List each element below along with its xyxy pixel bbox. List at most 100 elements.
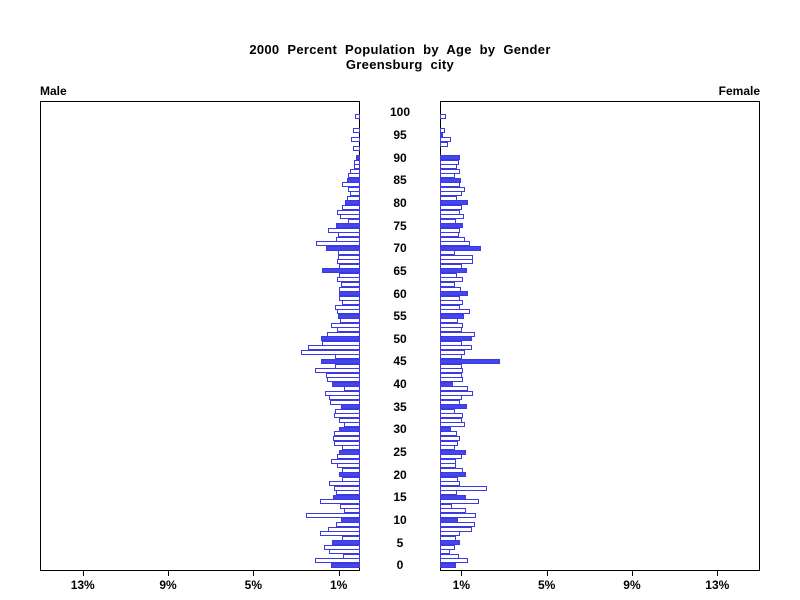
female-bar-age-43 [440,368,463,373]
female-bar-age-99 [440,114,446,120]
male-bar-age-9 [336,522,360,527]
male-bar-age-11 [306,513,360,518]
male-bar-age-22 [337,463,360,469]
female-bar-age-28 [440,436,460,441]
male-bar-age-7 [320,531,360,537]
chart-subtitle: Greensburg city [345,57,455,72]
chart-title: 2000 Percent Population by Age by Gender [249,42,551,57]
male-bar-age-17 [334,485,360,491]
age-tick-label: 20 [393,467,407,482]
female-bar-age-23 [440,458,456,464]
female-bar-age-2 [440,553,459,559]
female-bar-age-1 [440,558,468,564]
female-bar-age-87 [440,168,460,174]
age-tick-label: 100 [389,105,411,120]
female-bar-age-80 [440,200,468,206]
male-bar-age-73 [338,232,360,238]
female-bar-age-93 [440,141,448,147]
female-bar-age-37 [440,395,462,401]
male-bar-age-92 [353,146,360,151]
female-bar-age-81 [440,195,457,201]
female-bar-age-34 [440,408,455,414]
male-bar-age-87 [350,168,360,174]
female-bar-age-49 [440,340,462,346]
female-bar-age-61 [440,286,461,292]
female-bar-age-32 [440,417,462,423]
female-bar-age-54 [440,318,458,324]
female-bar-age-47 [440,349,465,355]
male-bar-age-29 [334,431,360,437]
female-bar-age-71 [440,241,470,247]
age-tick-label: 65 [393,263,407,278]
female-bar-age-29 [440,431,457,437]
male-bar-age-18 [329,481,360,487]
female-bar-age-21 [440,467,463,473]
age-tick-label: 95 [393,127,407,142]
male-bar-age-27 [334,440,360,446]
male-bar-age-99 [355,114,360,120]
male-bar-age-83 [348,186,360,192]
female-bar-age-38 [440,390,473,396]
male-bar-age-69 [338,250,360,256]
age-tick-label: 10 [393,513,407,527]
male-axis-tick-label: 5% [244,578,263,592]
female-bar-age-63 [440,277,463,283]
female-bar-age-59 [440,295,460,301]
age-tick-label: 60 [393,286,407,301]
female-axis-tick-label: 13% [705,578,730,592]
male-bar-age-30 [339,426,360,432]
female-bar-age-22 [440,463,456,469]
age-tick-label: 15 [393,490,407,505]
male-bar-age-31 [344,422,360,428]
male-bar-age-64 [339,272,360,278]
age-tick-label: 40 [393,377,407,392]
male-bar-age-36 [330,399,360,405]
female-bar-age-89 [440,159,459,165]
male-bar-age-41 [327,377,360,383]
age-tick-label: 25 [393,445,407,460]
female-bar-age-12 [440,508,466,514]
female-bar-age-11 [440,513,476,518]
male-bar-age-77 [340,214,360,219]
male-bar-age-78 [337,209,360,215]
age-tick-label: 85 [393,173,407,188]
male-bar-age-45 [321,358,360,364]
female-bar-age-53 [440,322,463,328]
male-bar-age-19 [342,476,360,482]
male-bar-age-96 [353,127,360,133]
female-bar-age-90 [440,155,460,161]
male-bar-age-56 [337,309,360,315]
female-bar-age-13 [440,503,452,509]
female-axis-tick-label: 5% [537,578,556,592]
female-bar-age-40 [440,381,453,387]
age-tick-label: 90 [393,150,407,165]
female-bar-age-0 [440,562,456,568]
female-bar-age-58 [440,300,463,306]
male-bar-age-32 [339,417,360,423]
female-bar-age-7 [440,531,460,537]
female-bar-age-55 [440,313,464,319]
male-bar-age-40 [332,381,360,387]
male-bar-age-48 [308,345,360,351]
male-bar-age-21 [342,467,360,473]
male-bar-age-75 [336,223,360,228]
male-bar-age-62 [341,281,360,287]
male-bar-age-63 [337,277,360,283]
age-tick-label: 5 [396,535,404,550]
female-bar-age-9 [440,522,475,527]
female-bar-age-42 [440,372,462,378]
female-bar-age-39 [440,386,468,392]
male-bar-age-57 [335,304,360,310]
male-bar-age-54 [340,318,360,324]
female-axis-tick [717,570,719,576]
male-axis-tick [82,570,84,576]
male-axis-tick [338,570,340,576]
female-bar-age-50 [440,336,472,342]
male-bar-age-82 [350,191,360,197]
male-bar-age-16 [336,490,360,496]
age-tick-label: 0 [396,558,404,573]
female-bar-age-82 [440,191,462,197]
male-bar-age-24 [337,454,360,460]
male-bar-age-74 [328,227,360,233]
